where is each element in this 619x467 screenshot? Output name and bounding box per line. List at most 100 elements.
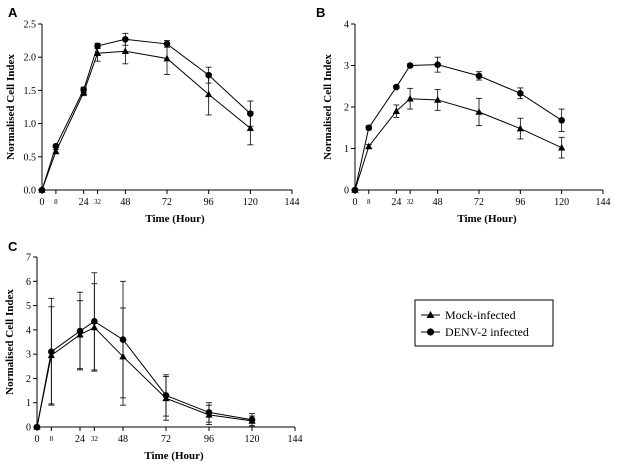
- data-point-denv-c: [162, 392, 170, 399]
- y-tick-label-b: 1: [344, 144, 349, 155]
- x-tick-label-c: 8: [50, 435, 54, 443]
- data-point-denv-c: [91, 318, 98, 325]
- legend: Mock-infected DENV-2 infected: [414, 299, 554, 347]
- x-tick-label-b: 24: [391, 197, 401, 208]
- panel-letter-c: C: [8, 239, 18, 254]
- data-point-denv-c: [205, 409, 213, 416]
- series-line-mock-a: [41, 50, 251, 191]
- y-tick-label-c: 0: [26, 423, 31, 434]
- data-point-denv-a: [122, 35, 129, 43]
- data-point-denv-b: [406, 62, 414, 69]
- y-tick-label-a: 1.0: [24, 119, 37, 130]
- series-mock-c: [33, 283, 256, 430]
- data-point-mock-a: [246, 124, 254, 132]
- data-point-denv-a: [80, 86, 87, 94]
- x-tick-label-b: 0: [353, 197, 358, 208]
- series-line-denv-b: [354, 64, 562, 191]
- y-tick-label-a: 2.0: [24, 53, 37, 64]
- y-tick-label-a: 1.5: [24, 86, 37, 97]
- data-point-denv-a: [52, 142, 60, 150]
- x-tick-label-b: 8: [367, 198, 371, 206]
- y-axis-title-c: Normalised Cell Index: [4, 289, 16, 395]
- series-line-mock-b: [354, 98, 562, 191]
- data-point-denv-b: [393, 83, 400, 91]
- y-axis-title-b: Normalised Cell Index: [322, 54, 334, 160]
- x-tick-label-b: 120: [554, 197, 569, 208]
- data-point-denv-b: [517, 90, 524, 97]
- x-tick-label-a: 144: [285, 197, 300, 208]
- y-tick-label-c: 2: [26, 374, 31, 385]
- data-point-denv-a: [38, 186, 46, 194]
- data-point-denv-b: [434, 61, 441, 68]
- x-axis-title-a: Time (Hour): [145, 213, 205, 225]
- data-point-denv-a: [163, 40, 171, 48]
- y-tick-label-a: 2.5: [24, 20, 37, 31]
- data-point-mock-b: [475, 108, 483, 115]
- x-axis-title-b: Time (Hour): [457, 213, 517, 225]
- series-denv-a: [38, 32, 254, 194]
- x-tick-label-b: 144: [596, 197, 611, 208]
- x-axis-title-c: Time (Hour): [144, 450, 204, 462]
- data-point-denv-c: [48, 348, 55, 356]
- x-tick-label-a: 24: [79, 197, 89, 208]
- series-denv-b: [351, 56, 565, 194]
- y-tick-label-c: 5: [26, 301, 31, 312]
- x-tick-label-b: 32: [407, 198, 415, 206]
- x-tick-label-a: 48: [120, 197, 130, 208]
- series-line-denv-a: [41, 38, 251, 191]
- data-point-denv-a: [205, 71, 212, 79]
- x-tick-label-c: 32: [91, 435, 99, 443]
- y-tick-label-c: 6: [26, 277, 31, 288]
- data-point-mock-a: [121, 47, 129, 55]
- data-point-mock-b: [516, 124, 524, 132]
- data-point-denv-a: [247, 110, 254, 117]
- data-point-mock-b: [434, 96, 442, 103]
- x-tick-label-c: 24: [75, 434, 85, 445]
- x-tick-label-c: 0: [35, 434, 40, 445]
- data-point-mock-a: [163, 54, 171, 62]
- x-tick-label-c: 144: [288, 434, 303, 445]
- data-point-denv-b: [558, 116, 565, 124]
- data-point-denv-b: [365, 124, 373, 132]
- legend-label-denv: DENV-2 infected: [445, 325, 529, 339]
- data-point-denv-c: [119, 336, 127, 343]
- data-point-mock-b: [558, 143, 566, 151]
- data-point-mock-b: [365, 142, 373, 150]
- x-tick-label-c: 72: [161, 434, 171, 445]
- series-denv-c: [33, 272, 256, 431]
- x-tick-label-a: 0: [40, 197, 45, 208]
- data-point-mock-b: [392, 107, 400, 114]
- data-point-mock-a: [205, 90, 213, 98]
- x-tick-label-a: 96: [204, 197, 214, 208]
- data-point-mock-b: [406, 94, 414, 102]
- series-line-mock-c: [36, 326, 253, 428]
- x-tick-label-b: 48: [433, 197, 443, 208]
- chart-panel-a: A 0.0 0.5 1.0 1.5 2.0 2.5 0 8 24 32 48 72 96 120 144 Tim…: [5, 5, 300, 225]
- data-point-denv-b: [351, 186, 359, 194]
- series-mock-b: [351, 87, 566, 193]
- data-point-denv-c: [33, 423, 41, 431]
- x-tick-label-c: 96: [204, 434, 214, 445]
- data-point-denv-a: [94, 42, 101, 50]
- y-tick-label-c: 3: [26, 350, 31, 361]
- chart-panel-b: B 0 1 2 3 4 0 8 24 32 48 72 96 120 144 Time (Hour) Norma…: [316, 5, 611, 225]
- data-point-denv-c: [76, 327, 84, 335]
- y-tick-label-b: 4: [344, 20, 349, 31]
- panel-letter-b: B: [316, 5, 325, 20]
- y-tick-label-b: 0: [344, 186, 349, 197]
- panel-letter-a: A: [8, 5, 18, 20]
- chart-panel-c: C 0 1 2 3 4 5 6 7 0 8 24 32 48 72 96 120 144 Time (Hour) No…: [4, 239, 303, 462]
- x-tick-label-c: 120: [245, 434, 260, 445]
- y-tick-label-c: 4: [26, 325, 31, 336]
- x-tick-label-a: 32: [94, 198, 102, 206]
- legend-box: [414, 299, 554, 347]
- legend-circle-marker: [426, 328, 435, 336]
- data-point-mock-a: [93, 49, 102, 57]
- data-point-denv-c: [248, 416, 256, 424]
- legend-label-mock: Mock-infected: [445, 308, 516, 322]
- y-axis-title-a: Normalised Cell Index: [5, 54, 17, 160]
- y-tick-label-b: 2: [344, 103, 349, 114]
- x-tick-label-a: 120: [243, 197, 258, 208]
- y-tick-label-c: 1: [26, 398, 31, 409]
